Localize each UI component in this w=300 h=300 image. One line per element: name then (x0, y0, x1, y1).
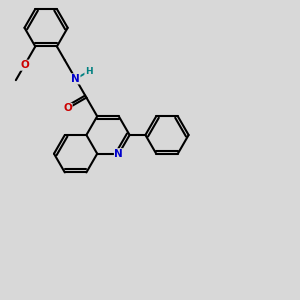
Text: O: O (20, 60, 29, 70)
Text: H: H (85, 67, 92, 76)
Text: O: O (63, 103, 72, 113)
Text: N: N (71, 74, 80, 84)
Text: N: N (114, 149, 123, 159)
